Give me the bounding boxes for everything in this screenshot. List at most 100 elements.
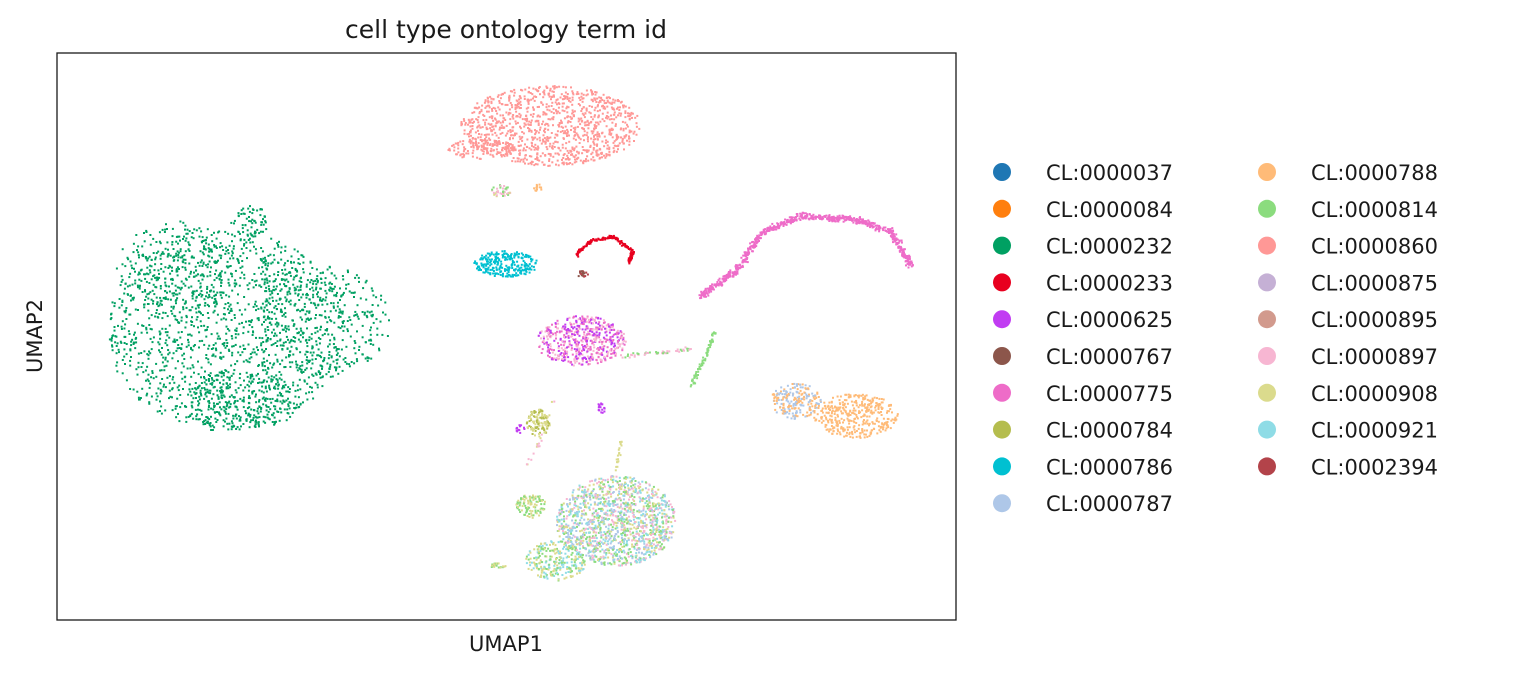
data-point: [570, 153, 572, 156]
data-point: [828, 217, 831, 220]
data-point: [203, 397, 206, 400]
data-point: [207, 358, 210, 361]
data-point: [155, 252, 158, 255]
data-point: [727, 271, 730, 273]
data-point: [305, 310, 308, 313]
data-point: [583, 160, 586, 163]
data-point: [549, 136, 552, 139]
data-point: [560, 122, 563, 124]
data-point: [469, 129, 472, 132]
data-point: [633, 140, 635, 142]
data-point: [503, 256, 506, 259]
data-point: [604, 238, 607, 241]
data-point: [220, 375, 223, 378]
data-point: [744, 258, 747, 261]
data-point: [369, 343, 372, 345]
data-point: [308, 311, 311, 314]
data-point: [761, 232, 764, 235]
data-point: [197, 360, 199, 363]
data-point: [264, 220, 267, 223]
data-point: [487, 122, 490, 125]
data-point: [551, 101, 554, 104]
data-point: [253, 280, 256, 283]
data-point: [187, 393, 190, 396]
data-point: [481, 254, 484, 257]
data-point: [276, 345, 279, 347]
data-point: [208, 389, 211, 392]
data-point: [179, 256, 182, 259]
data-point: [158, 304, 161, 307]
data-point: [285, 300, 288, 303]
data-point: [188, 230, 191, 233]
data-point: [570, 86, 572, 89]
data-point: [545, 122, 548, 125]
data-point: [220, 371, 223, 374]
data-point: [266, 309, 269, 311]
data-point: [486, 142, 489, 144]
data-point: [505, 188, 508, 191]
data-point: [211, 424, 214, 427]
data-point: [210, 429, 213, 431]
data-point: [612, 141, 615, 144]
data-point: [180, 402, 183, 405]
data-point: [120, 341, 123, 344]
data-point: [264, 398, 266, 401]
data-point: [163, 383, 165, 386]
data-point: [247, 303, 250, 306]
data-point: [280, 308, 282, 311]
data-point: [251, 351, 254, 354]
data-point: [545, 85, 548, 88]
data-point: [314, 381, 317, 384]
data-point: [273, 387, 275, 390]
data-point: [124, 323, 127, 326]
data-point: [309, 351, 312, 354]
data-point: [254, 420, 257, 423]
data-point: [285, 335, 288, 338]
data-point: [617, 99, 619, 101]
data-point: [269, 388, 271, 391]
data-point: [141, 324, 144, 327]
data-point: [371, 289, 374, 292]
data-point: [188, 275, 191, 278]
data-point: [811, 217, 814, 220]
data-point: [281, 272, 284, 275]
data-point: [486, 260, 489, 263]
data-point: [213, 244, 216, 246]
data-point: [280, 378, 283, 381]
data-point: [179, 336, 182, 339]
data-point: [137, 352, 140, 355]
data-point: [777, 224, 780, 227]
data-point: [275, 321, 278, 324]
data-point: [594, 121, 597, 124]
data-point: [469, 142, 472, 145]
data-point: [271, 414, 274, 417]
data-point: [141, 387, 144, 390]
data-point: [859, 218, 862, 221]
data-point: [581, 344, 584, 346]
data-point: [492, 253, 495, 256]
data-point: [907, 263, 910, 266]
data-point: [909, 260, 912, 263]
data-point: [532, 145, 535, 148]
data-point: [561, 105, 564, 108]
data-point: [550, 334, 553, 337]
data-point: [341, 369, 344, 372]
data-point: [188, 388, 191, 391]
data-point: [205, 239, 207, 242]
data-point: [533, 187, 536, 190]
data-point: [280, 311, 283, 314]
data-point: [486, 268, 489, 271]
data-point: [257, 317, 260, 320]
data-point: [252, 348, 255, 351]
data-point: [234, 343, 237, 346]
data-point: [829, 216, 832, 219]
data-point: [262, 391, 265, 394]
data-point: [291, 267, 294, 269]
data-point: [785, 223, 788, 226]
data-point: [260, 247, 263, 249]
data-point: [472, 149, 475, 152]
data-point: [215, 261, 218, 264]
data-point: [536, 188, 538, 191]
data-point: [158, 330, 161, 333]
data-point: [159, 285, 162, 287]
